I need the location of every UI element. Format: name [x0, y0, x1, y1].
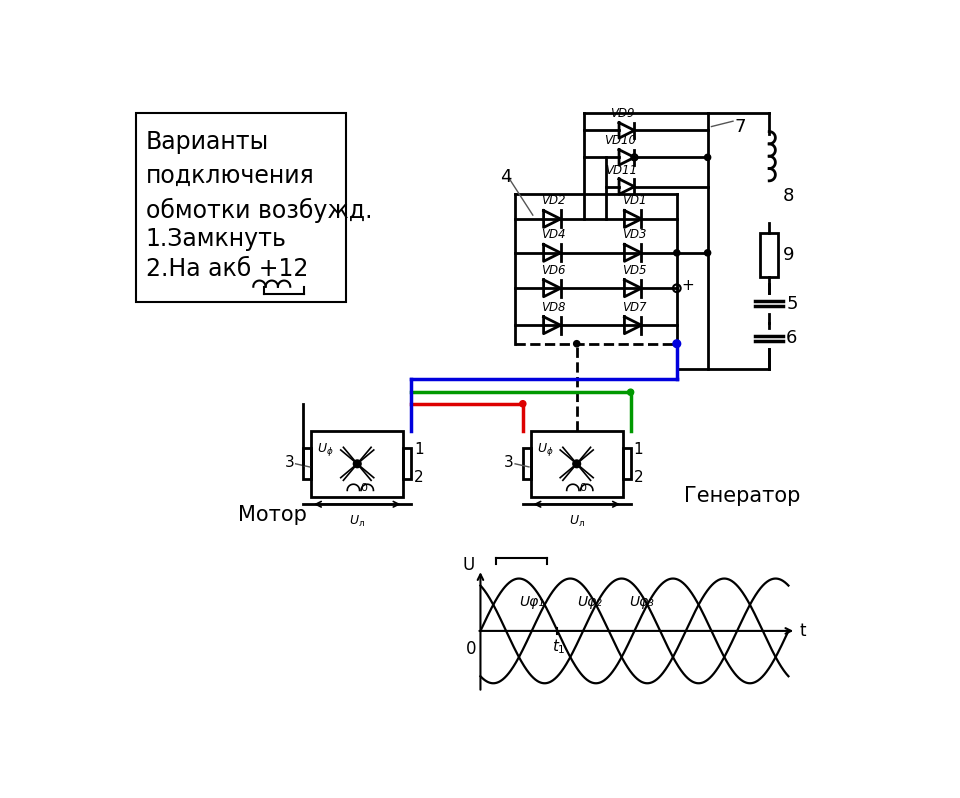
Text: $U_\phi$: $U_\phi$ — [537, 441, 553, 459]
Circle shape — [705, 154, 710, 160]
Text: Мотор: Мотор — [238, 505, 307, 525]
Circle shape — [519, 401, 526, 407]
Text: VD6: VD6 — [541, 263, 565, 277]
Text: VD4: VD4 — [541, 228, 565, 241]
Text: 3: 3 — [504, 455, 514, 470]
Text: 2.На акб +12: 2.На акб +12 — [146, 258, 308, 282]
Text: VD2: VD2 — [541, 195, 565, 207]
Text: 0: 0 — [467, 640, 476, 658]
Text: U: U — [462, 556, 474, 575]
Bar — [303, 448, 311, 480]
Text: Варианты: Варианты — [146, 130, 269, 154]
Text: $t_1$: $t_1$ — [552, 637, 565, 656]
Text: 6: 6 — [786, 330, 798, 347]
Text: $\mathit{0}$: $\mathit{0}$ — [579, 480, 588, 492]
Text: 3: 3 — [284, 455, 294, 470]
Bar — [623, 448, 631, 480]
Text: VD9: VD9 — [610, 108, 635, 120]
Bar — [311, 431, 403, 496]
Bar — [403, 448, 411, 480]
Text: VD10: VD10 — [604, 134, 636, 148]
Text: 1: 1 — [634, 442, 643, 457]
Circle shape — [353, 460, 361, 468]
Text: Uφ₃: Uφ₃ — [629, 595, 654, 609]
Circle shape — [574, 341, 580, 347]
Text: 9: 9 — [783, 246, 795, 264]
Circle shape — [628, 389, 634, 395]
Circle shape — [573, 460, 581, 468]
Text: t: t — [800, 622, 806, 640]
Text: 2: 2 — [414, 470, 424, 485]
Text: $U_\text{л}$: $U_\text{л}$ — [349, 513, 365, 528]
Text: 2: 2 — [634, 470, 643, 485]
Text: +: + — [682, 278, 694, 293]
Text: 4: 4 — [500, 168, 511, 186]
Bar — [760, 233, 779, 277]
Text: 1: 1 — [414, 442, 424, 457]
Circle shape — [674, 250, 680, 256]
Bar — [531, 431, 623, 496]
Text: $U_\phi$: $U_\phi$ — [317, 441, 334, 459]
Text: VD3: VD3 — [622, 228, 647, 241]
Text: VD5: VD5 — [622, 263, 647, 277]
Bar — [523, 448, 531, 480]
Text: $U_\text{л}$: $U_\text{л}$ — [568, 513, 585, 528]
Circle shape — [705, 250, 710, 256]
Text: $\mathit{0}$: $\mathit{0}$ — [360, 480, 368, 492]
Text: подключения: подключения — [146, 164, 314, 188]
Text: 5: 5 — [786, 294, 798, 313]
Text: Uφ₂: Uφ₂ — [578, 595, 603, 609]
Text: 7: 7 — [734, 117, 746, 136]
Circle shape — [673, 340, 681, 348]
Text: обмотки возбужд.: обмотки возбужд. — [146, 197, 372, 223]
Text: VD11: VD11 — [605, 164, 637, 176]
Text: Генератор: Генератор — [684, 486, 801, 506]
Text: VD7: VD7 — [622, 301, 647, 314]
Text: Uφ₁: Uφ₁ — [519, 595, 543, 609]
Text: 1.Замкнуть: 1.Замкнуть — [146, 227, 286, 251]
Text: VD8: VD8 — [541, 301, 565, 314]
Bar — [136, 113, 346, 302]
Text: 8: 8 — [783, 187, 795, 205]
Text: VD1: VD1 — [622, 195, 647, 207]
